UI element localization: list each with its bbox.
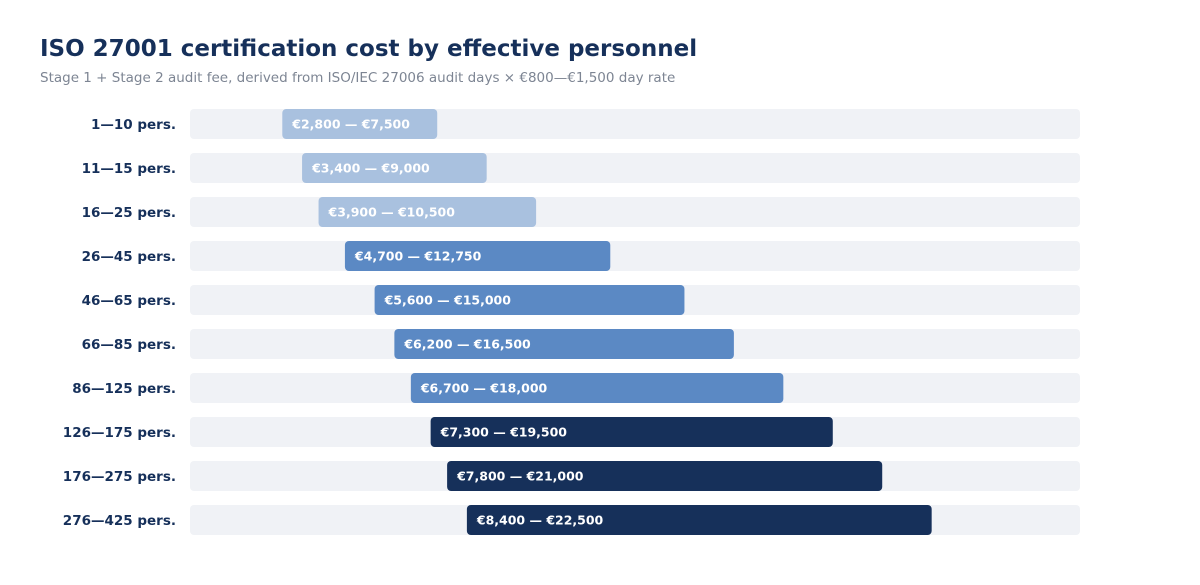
range-label: €7,800 — €21,000 bbox=[456, 469, 584, 484]
bar-row: 11—15 pers. €3,400 — €9,000 bbox=[82, 153, 1080, 183]
range-bar bbox=[318, 197, 537, 227]
range-label: €2,800 — €7,500 bbox=[291, 117, 410, 132]
bar-row: 66—85 pers. €6,200 — €16,500 bbox=[82, 329, 1080, 359]
range-label: €7,300 — €19,500 bbox=[440, 425, 568, 440]
category-label: 176—275 pers. bbox=[63, 469, 176, 485]
bar-row: 46—65 pers. €5,600 — €15,000 bbox=[82, 285, 1080, 315]
range-label: €8,400 — €22,500 bbox=[476, 513, 604, 528]
range-label: €4,700 — €12,750 bbox=[354, 249, 482, 264]
bar-row: 16—25 pers. €3,900 — €10,500 bbox=[82, 197, 1080, 227]
range-label: €5,600 — €15,000 bbox=[384, 293, 512, 308]
category-label: 26—45 pers. bbox=[82, 249, 176, 265]
bar-row: 1—10 pers. €2,800 — €7,500 bbox=[91, 109, 1080, 139]
bar-row: 26—45 pers. €4,700 — €12,750 bbox=[82, 241, 1080, 271]
bar-row: 276—425 pers. €8,400 — €22,500 bbox=[63, 505, 1080, 535]
range-bar bbox=[466, 505, 932, 535]
range-label: €3,400 — €9,000 bbox=[311, 161, 430, 176]
range-bar bbox=[374, 285, 685, 315]
category-label: 66—85 pers. bbox=[82, 337, 176, 353]
category-label: 126—175 pers. bbox=[63, 425, 176, 441]
range-bar bbox=[410, 373, 784, 403]
category-label: 16—25 pers. bbox=[82, 205, 176, 221]
category-label: 11—15 pers. bbox=[82, 161, 176, 177]
range-label: €6,700 — €18,000 bbox=[420, 381, 548, 396]
chart-subtitle: Stage 1 + Stage 2 audit fee, derived fro… bbox=[40, 70, 676, 86]
bar-track bbox=[190, 241, 1080, 271]
bar-row: 86—125 pers. €6,700 — €18,000 bbox=[72, 373, 1080, 403]
bar-row: 126—175 pers. €7,300 — €19,500 bbox=[63, 417, 1080, 447]
category-label: 46—65 pers. bbox=[82, 293, 176, 309]
range-bar bbox=[447, 461, 883, 491]
range-bar bbox=[282, 109, 438, 139]
range-bar bbox=[302, 153, 487, 183]
range-bar bbox=[394, 329, 734, 359]
range-bar bbox=[344, 241, 611, 271]
category-label: 1—10 pers. bbox=[91, 117, 176, 133]
range-label: €3,900 — €10,500 bbox=[328, 205, 456, 220]
category-label: 86—125 pers. bbox=[72, 381, 176, 397]
range-label: €6,200 — €16,500 bbox=[403, 337, 531, 352]
range-bar bbox=[430, 417, 833, 447]
bar-row: 176—275 pers. €7,800 — €21,000 bbox=[63, 461, 1080, 491]
chart-title: ISO 27001 certification cost by effectiv… bbox=[40, 36, 698, 62]
category-label: 276—425 pers. bbox=[63, 513, 176, 529]
